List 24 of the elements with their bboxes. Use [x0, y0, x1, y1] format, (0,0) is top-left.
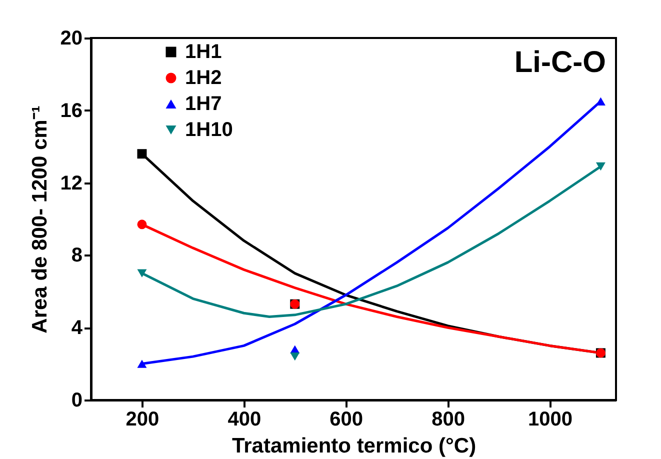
- legend-label: 1H10: [185, 119, 233, 141]
- y-tick-label: 8: [71, 244, 82, 267]
- y-tick-label: 0: [71, 390, 82, 412]
- y-tick-label: 16: [60, 100, 82, 122]
- x-axis-title: Tratamiento termico (°C): [232, 434, 476, 458]
- x-tick-label: 200: [126, 408, 160, 430]
- point: [137, 220, 147, 230]
- point: [137, 269, 147, 278]
- annotation: Li-C-O: [514, 46, 606, 79]
- legend-label: 1H2: [185, 67, 222, 89]
- point: [137, 149, 147, 159]
- x-tick-label: 600: [330, 408, 364, 430]
- y-axis-title: Area de 800- 1200 cm⁻¹: [28, 106, 52, 334]
- legend-label: 1H1: [185, 41, 222, 63]
- y-tick-label: 4: [71, 317, 84, 340]
- y-tick-label: 20: [60, 28, 82, 50]
- x-tick-label: 400: [228, 408, 262, 430]
- point: [137, 360, 147, 368]
- x-tick-label: 800: [432, 408, 465, 430]
- legend-label: 1H7: [185, 93, 222, 115]
- point: [290, 352, 300, 361]
- point: [596, 162, 606, 171]
- y-tick-label: 12: [60, 172, 82, 194]
- x-tick-label: 1000: [528, 408, 572, 430]
